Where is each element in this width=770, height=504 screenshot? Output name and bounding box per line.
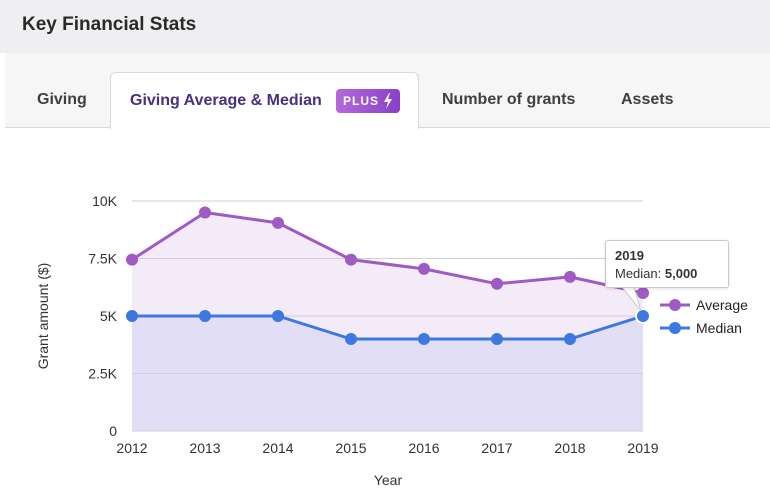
median-point: [272, 310, 284, 322]
legend-label: Median: [696, 320, 742, 336]
x-tick-label: 2013: [189, 440, 220, 456]
average-point: [272, 216, 284, 229]
average-point: [491, 277, 503, 290]
legend-marker: [669, 299, 681, 311]
tab-assets[interactable]: Assets: [621, 91, 674, 108]
median-point: [564, 333, 576, 345]
x-axis-label: Year: [374, 472, 403, 488]
median-point: [491, 333, 503, 345]
average-point: [199, 206, 211, 219]
plus-badge-label: PLUS: [343, 94, 380, 108]
y-tick-label: 7.5K: [88, 251, 117, 267]
tooltip-label: Median:: [615, 266, 662, 281]
average-point: [637, 287, 649, 299]
x-tick-label: 2017: [481, 440, 512, 456]
chart-tooltip: 2019 Median: 5,000: [605, 240, 729, 288]
median-point: [418, 333, 430, 345]
tab-number-of-grants[interactable]: Number of grants: [442, 91, 576, 108]
y-tick-label: 5K: [100, 308, 118, 324]
median-point: [199, 310, 211, 322]
average-series-line: [131, 211, 644, 295]
tab-giving[interactable]: Giving: [37, 91, 87, 108]
x-tick-label: 2016: [408, 440, 439, 456]
header-bar: Key Financial Stats: [0, 0, 770, 53]
average-point: [126, 253, 138, 266]
x-tick-label: 2019: [627, 440, 658, 456]
y-tick-label: 0: [109, 423, 117, 439]
x-tick-label: 2014: [262, 440, 293, 456]
median-point: [345, 333, 357, 345]
y-tick-label: 2.5K: [88, 366, 117, 382]
legend-marker: [669, 322, 681, 334]
plus-badge: PLUS: [336, 89, 400, 113]
y-axis-label: Grant amount ($): [35, 263, 51, 370]
tooltip-value: 5,000: [664, 266, 698, 281]
tab-giving-average-median-label[interactable]: Giving Average & Median: [130, 92, 322, 109]
average-point: [564, 270, 576, 283]
average-point: [418, 262, 430, 275]
lightning-bolt-icon: [384, 93, 392, 109]
tooltip-year: 2019: [615, 248, 644, 263]
page-title: Key Financial Stats: [22, 14, 197, 35]
average-point: [345, 253, 357, 266]
median-point: [126, 310, 138, 322]
y-tick-label: 10K: [92, 193, 118, 209]
x-tick-label: 2015: [335, 440, 366, 456]
x-tick-label: 2018: [554, 440, 585, 456]
legend-label: Average: [696, 297, 748, 313]
median-point: [635, 308, 651, 324]
median-series-line: [132, 314, 644, 341]
x-tick-label: 2012: [116, 440, 147, 456]
